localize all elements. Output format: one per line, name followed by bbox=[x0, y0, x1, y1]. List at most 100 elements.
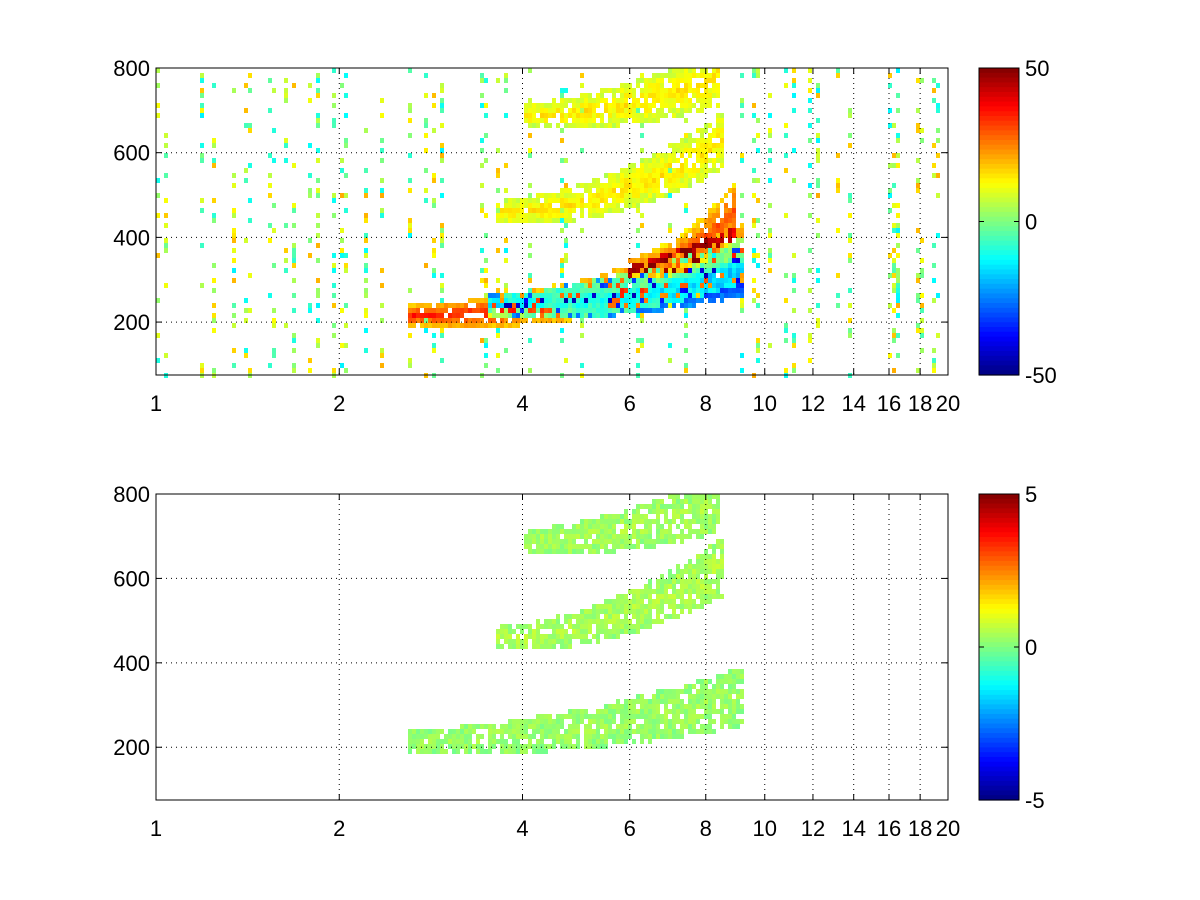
colorbar-segment bbox=[979, 584, 1019, 591]
heatmap-cell bbox=[728, 699, 732, 704]
heatmap-cell bbox=[916, 328, 920, 333]
heatmap-cell bbox=[724, 689, 728, 694]
heatmap-cell bbox=[432, 323, 436, 328]
heatmap-cell bbox=[644, 584, 648, 589]
heatmap-cell bbox=[936, 233, 940, 238]
heatmap-cell bbox=[688, 524, 692, 529]
heatmap-cell bbox=[896, 268, 900, 273]
heatmap-cell bbox=[548, 193, 552, 198]
heatmap-cell bbox=[488, 729, 492, 734]
heatmap-cell bbox=[308, 238, 312, 243]
heatmap-cell bbox=[432, 103, 436, 108]
heatmap-cell bbox=[504, 729, 508, 734]
heatmap-cell bbox=[564, 223, 568, 228]
heatmap-cell bbox=[440, 298, 444, 303]
heatmap-cell bbox=[660, 243, 664, 248]
heatmap-cell bbox=[728, 228, 732, 233]
heatmap-cell bbox=[740, 353, 744, 358]
heatmap-cell bbox=[452, 739, 456, 744]
heatmap-cell bbox=[740, 368, 744, 373]
heatmap-cell bbox=[472, 724, 476, 729]
heatmap-cell bbox=[660, 599, 664, 604]
heatmap-cell bbox=[528, 739, 532, 744]
heatmap-cell bbox=[572, 198, 576, 203]
heatmap-cell bbox=[712, 729, 716, 734]
colorbar-segment bbox=[979, 91, 1019, 98]
heatmap-cell bbox=[512, 629, 516, 634]
heatmap-cell bbox=[316, 233, 320, 238]
heatmap-cell bbox=[896, 68, 900, 73]
heatmap-cell bbox=[540, 544, 544, 549]
heatmap-cell bbox=[536, 549, 540, 554]
heatmap-cell bbox=[668, 709, 672, 714]
colorbar-segment bbox=[979, 269, 1019, 275]
heatmap-cell bbox=[628, 113, 632, 118]
heatmap-cell bbox=[720, 158, 724, 163]
heatmap-cell bbox=[732, 243, 736, 248]
heatmap-cell bbox=[668, 569, 672, 574]
heatmap-cell bbox=[808, 193, 812, 198]
heatmap-cell bbox=[456, 749, 460, 754]
heatmap-cell bbox=[564, 539, 568, 544]
heatmap-cell bbox=[536, 208, 540, 213]
heatmap-cell bbox=[612, 544, 616, 549]
heatmap-cell bbox=[520, 213, 524, 218]
heatmap-cell bbox=[588, 313, 592, 318]
heatmap-cell bbox=[716, 288, 720, 293]
heatmap-cell bbox=[636, 694, 640, 699]
heatmap-cell bbox=[848, 113, 852, 118]
heatmap-cell bbox=[668, 699, 672, 704]
heatmap-cell bbox=[572, 634, 576, 639]
heatmap-cell bbox=[896, 223, 900, 228]
heatmap-cell bbox=[644, 619, 648, 624]
heatmap-cell bbox=[888, 163, 892, 168]
heatmap-cell bbox=[716, 258, 720, 263]
heatmap-cell bbox=[628, 108, 632, 113]
heatmap-cell bbox=[836, 188, 840, 193]
heatmap-cell bbox=[708, 559, 712, 564]
heatmap-cell bbox=[656, 524, 660, 529]
heatmap-cell bbox=[632, 604, 636, 609]
heatmap-cell bbox=[712, 78, 716, 83]
heatmap-cell bbox=[564, 529, 568, 534]
heatmap-cell bbox=[672, 579, 676, 584]
heatmap-cell bbox=[568, 293, 572, 298]
heatmap-cell bbox=[636, 98, 640, 103]
heatmap-cell bbox=[616, 118, 620, 123]
heatmap-cell bbox=[688, 729, 692, 734]
heatmap-cell bbox=[344, 368, 348, 373]
heatmap-cell bbox=[632, 113, 636, 118]
heatmap-cell bbox=[440, 123, 444, 128]
heatmap-cell bbox=[600, 208, 604, 213]
heatmap-cell bbox=[212, 158, 216, 163]
heatmap-cell bbox=[568, 123, 572, 128]
heatmap-cell bbox=[340, 343, 344, 348]
heatmap-cell bbox=[408, 333, 412, 338]
heatmap-cell bbox=[536, 303, 540, 308]
heatmap-cell bbox=[596, 278, 600, 283]
heatmap-cell bbox=[488, 739, 492, 744]
heatmap-cell bbox=[552, 739, 556, 744]
colorbar-segment bbox=[979, 680, 1019, 686]
heatmap-cell bbox=[708, 514, 712, 519]
heatmap-cell bbox=[592, 524, 596, 529]
heatmap-cell bbox=[528, 273, 532, 278]
heatmap-cell bbox=[316, 73, 320, 78]
heatmap-cell bbox=[480, 323, 484, 328]
heatmap-cell bbox=[708, 273, 712, 278]
heatmap-cell bbox=[724, 208, 728, 213]
heatmap-cell bbox=[664, 283, 668, 288]
heatmap-cell bbox=[316, 88, 320, 93]
heatmap-cell bbox=[560, 138, 564, 143]
heatmap-cell bbox=[380, 98, 384, 103]
heatmap-cell bbox=[632, 103, 636, 108]
heatmap-cell bbox=[636, 198, 640, 203]
heatmap-cell bbox=[684, 83, 688, 88]
heatmap-cell bbox=[480, 148, 484, 153]
heatmap-cell bbox=[712, 709, 716, 714]
colorbar-segment bbox=[979, 106, 1019, 112]
heatmap-cell bbox=[200, 208, 204, 213]
heatmap-cell bbox=[548, 218, 552, 223]
heatmap-cell bbox=[628, 298, 632, 303]
heatmap-cell bbox=[896, 278, 900, 283]
